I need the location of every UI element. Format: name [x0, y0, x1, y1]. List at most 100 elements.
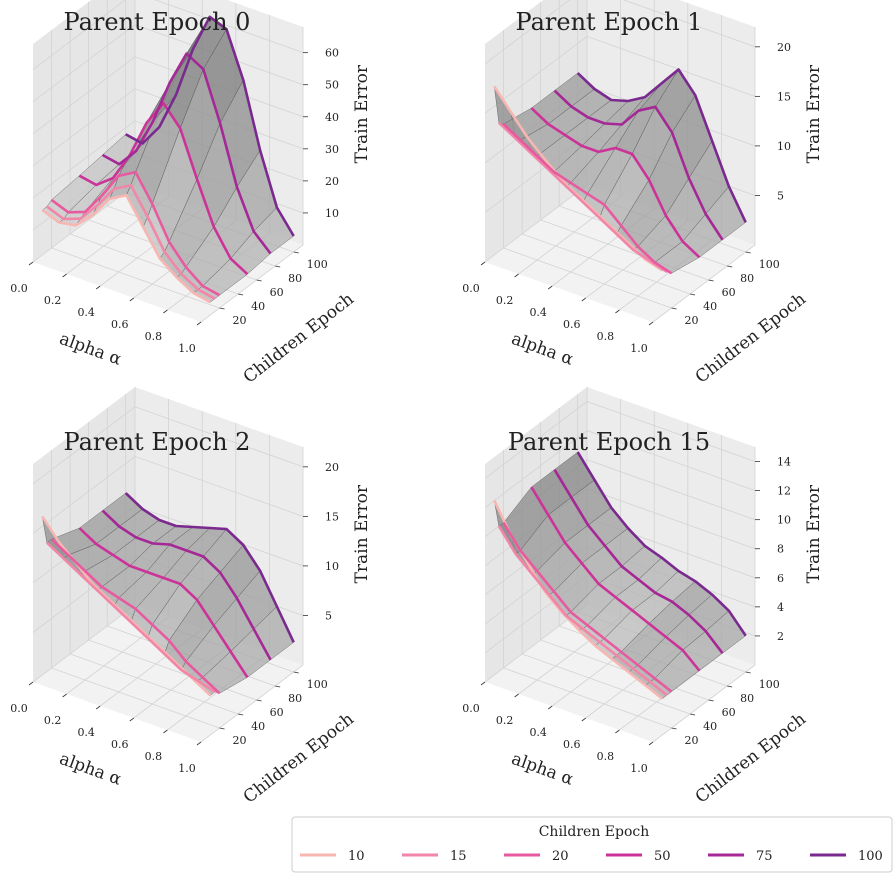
x-tick-mark — [480, 261, 486, 266]
y-tick-label: 80 — [288, 692, 302, 705]
z-tick-label: 20 — [325, 461, 339, 474]
x-tick-mark — [514, 693, 519, 698]
x-axis-label: alpha α — [509, 749, 577, 790]
grid-line — [32, 0, 304, 70]
y-tick-mark — [708, 699, 714, 702]
grid-line — [32, 406, 304, 485]
x-tick-mark — [581, 297, 587, 302]
series-line-15 — [46, 541, 216, 693]
legend-box — [291, 816, 893, 873]
x-tick-label: 0.0 — [462, 282, 480, 295]
x-tick-label: 0.4 — [529, 306, 547, 319]
y-tick-label: 100 — [759, 258, 780, 271]
grid-line — [51, 450, 220, 729]
legend-label-100: 100 — [858, 849, 883, 864]
x-tick-mark — [129, 717, 135, 722]
y-tick-label: 20 — [233, 314, 247, 327]
y-tick-label: 80 — [740, 692, 754, 705]
x-tick-mark — [129, 297, 135, 302]
x-tick-label: 0.0 — [10, 702, 28, 715]
legend-label-20: 20 — [552, 849, 569, 864]
x-tick-mark — [514, 273, 519, 278]
z-tick-label: 5 — [777, 189, 784, 202]
grid-line — [521, 16, 691, 295]
series-line-10 — [41, 193, 211, 304]
panel-title: Parent Epoch 1 — [516, 8, 703, 36]
x-tick-mark — [95, 285, 101, 290]
x-tick-mark — [196, 321, 202, 326]
series-line-50 — [530, 486, 701, 672]
y-tick-label: 40 — [251, 300, 265, 313]
x-tick-label: 0.2 — [44, 714, 62, 727]
z-tick-label: 10 — [777, 140, 791, 153]
y-tick-label: 20 — [685, 734, 699, 747]
z-tick-label: 12 — [777, 485, 791, 498]
x-tick-label: 1.0 — [178, 342, 196, 355]
x-tick-label: 1.0 — [630, 342, 648, 355]
z-axis-label: Train Error — [352, 484, 372, 583]
x-axis-label: alpha α — [57, 749, 125, 790]
z-tick-label: 8 — [777, 543, 784, 556]
series-line-20 — [502, 123, 673, 275]
y-tick-label: 60 — [270, 706, 284, 719]
z-tick-label: 15 — [325, 510, 339, 523]
x-tick-mark — [28, 681, 34, 686]
series-line-75 — [101, 509, 272, 661]
x-tick-mark — [62, 273, 67, 278]
legend: Children Epoch 10 15 20 50 75 100 — [291, 816, 893, 873]
x-tick-mark — [62, 693, 67, 698]
y-tick-mark — [745, 671, 751, 674]
y-tick-label: 60 — [722, 286, 736, 299]
series-line-75 — [101, 52, 272, 255]
x-tick-mark — [615, 729, 620, 734]
y-tick-label: 80 — [288, 272, 302, 285]
z-axis-label: Train Error — [804, 484, 824, 583]
y-tick-mark — [708, 279, 714, 282]
series-line-75 — [553, 89, 724, 241]
x-tick-mark — [581, 717, 587, 722]
y-tick-mark — [671, 727, 677, 730]
grid-line — [69, 436, 239, 715]
x-tick-label: 1.0 — [178, 762, 196, 775]
series-line-50 — [530, 107, 701, 259]
y-tick-mark — [671, 307, 677, 310]
legend-label-15: 15 — [450, 849, 467, 864]
x-tick-label: 0.6 — [111, 738, 129, 751]
x-tick-label: 0.8 — [145, 750, 163, 763]
floor-pane — [485, 185, 755, 322]
z-tick-label: 14 — [777, 456, 791, 469]
x-tick-mark — [163, 729, 168, 734]
x-axis-label: alpha α — [57, 329, 125, 370]
x-tick-mark — [95, 705, 101, 710]
z-tick-label: 10 — [777, 514, 791, 527]
y-tick-mark — [256, 699, 262, 702]
series-line-20 — [50, 538, 221, 695]
y-tick-mark — [238, 713, 244, 716]
x-tick-mark — [615, 309, 620, 314]
series-line-100 — [576, 451, 747, 637]
x-tick-mark — [480, 681, 486, 686]
y-tick-label: 60 — [270, 286, 284, 299]
legend-title: Children Epoch — [539, 824, 650, 840]
grid-line — [51, 30, 220, 309]
x-tick-label: 0.2 — [44, 294, 62, 307]
z-axis-label: Train Error — [804, 64, 824, 163]
floor-pane — [33, 605, 303, 742]
grid-line — [32, 24, 304, 103]
y-tick-mark — [745, 251, 751, 254]
y-tick-mark — [727, 685, 733, 688]
x-tick-label: 1.0 — [630, 762, 648, 775]
y-tick-label: 20 — [233, 734, 247, 747]
legend-label-75: 75 — [756, 849, 773, 864]
y-tick-mark — [275, 685, 281, 688]
z-tick-label: 4 — [777, 601, 784, 614]
series-line-15 — [46, 184, 216, 300]
series-line-10 — [493, 85, 664, 272]
x-tick-label: 0.4 — [77, 306, 95, 319]
z-tick-label: 50 — [325, 79, 339, 92]
z-tick-label: 2 — [777, 630, 784, 643]
